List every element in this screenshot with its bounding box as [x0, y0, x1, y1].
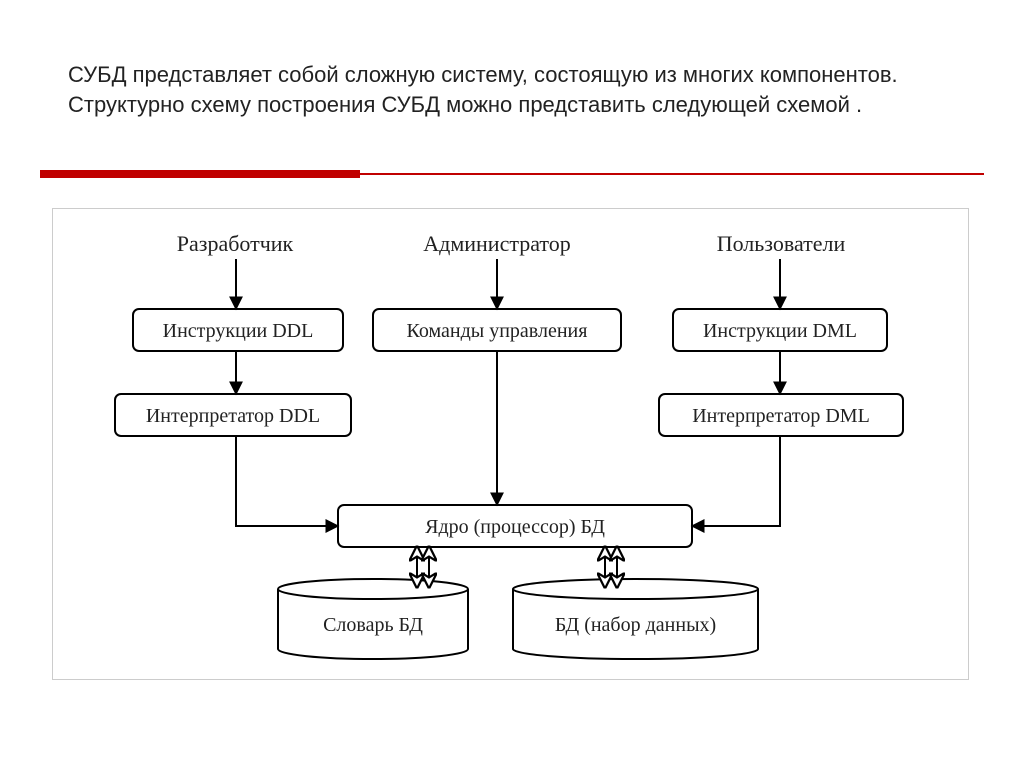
svg-text:Интерпретатор DDL: Интерпретатор DDL [146, 405, 320, 427]
slide-title: СУБД представляет собой сложную систему,… [68, 60, 898, 119]
svg-text:БД (набор данных): БД (набор данных) [555, 614, 716, 636]
role-users: Пользователи [717, 231, 846, 256]
svg-text:Словарь БД: Словарь БД [323, 614, 423, 636]
role-dev: Разработчик [177, 231, 294, 256]
svg-text:Команды управления: Команды управления [407, 320, 588, 342]
core: Ядро (процессор) БД [338, 505, 692, 547]
svg-text:Инструкции DML: Инструкции DML [703, 320, 857, 342]
svg-text:Инструкции DDL: Инструкции DDL [163, 320, 314, 342]
svg-text:Ядро (процессор) БД: Ядро (процессор) БД [425, 516, 605, 538]
dbms-diagram: Разработчик Администратор Пользователи Инст… [53, 209, 968, 679]
e-ddlint-core [236, 436, 338, 526]
ddl-instr: Инструкции DDL [133, 309, 343, 351]
dict: Словарь БД [278, 579, 468, 659]
svg-text:Интерпретатор DML: Интерпретатор DML [692, 405, 870, 427]
dml-interp: Интерпретатор DML [659, 394, 903, 436]
mgmt-cmd: Команды управления [373, 309, 621, 351]
ddl-interp: Интерпретатор DDL [115, 394, 351, 436]
dml-instr: Инструкции DML [673, 309, 887, 351]
role-admin: Администратор [423, 231, 571, 256]
data: БД (набор данных) [513, 579, 758, 659]
diagram-frame: Разработчик Администратор Пользователи Инст… [52, 208, 969, 680]
e-dmlint-core [692, 436, 780, 526]
decorative-rule [40, 170, 984, 178]
slide: СУБД представляет собой сложную систему,… [0, 0, 1024, 768]
